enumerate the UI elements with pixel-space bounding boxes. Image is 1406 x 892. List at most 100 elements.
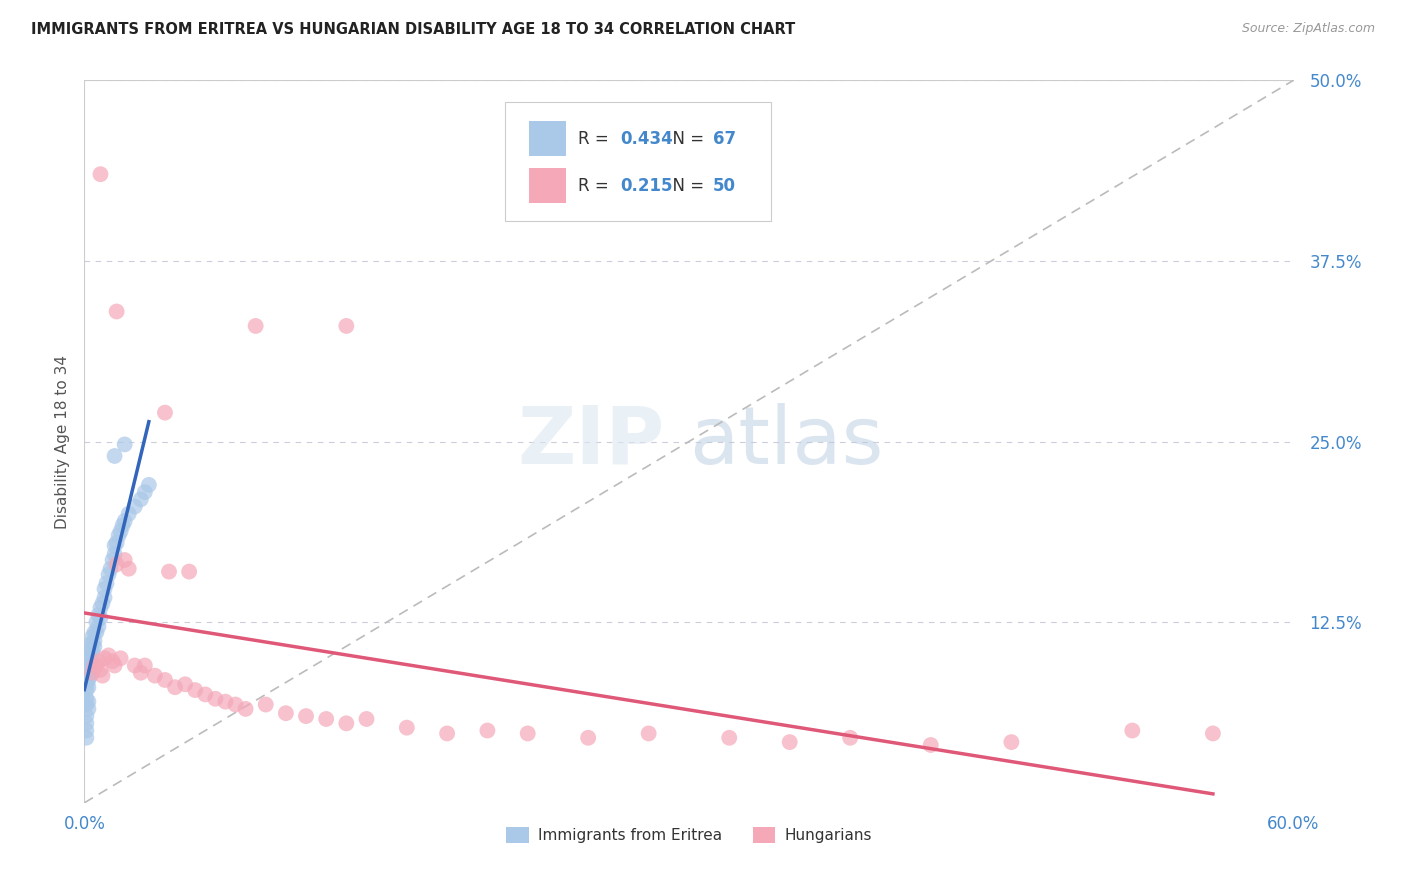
Point (77, 680, 100, 694)
Point (274, 706, 297, 721)
Y-axis label: Disability Age 18 to 34: Disability Age 18 to 34 (55, 354, 70, 529)
Text: R =: R = (578, 177, 619, 194)
Point (77, 702, 100, 716)
Point (153, 673, 176, 687)
Point (75, 677, 97, 691)
Point (718, 731, 741, 745)
Text: IMMIGRANTS FROM ERITREA VS HUNGARIAN DISABILITY AGE 18 TO 34 CORRELATION CHART: IMMIGRANTS FROM ERITREA VS HUNGARIAN DIS… (31, 22, 796, 37)
Point (134, 485, 156, 500)
Point (920, 738, 942, 752)
Point (107, 528, 129, 542)
Point (77, 695, 100, 709)
Point (637, 726, 659, 740)
Point (395, 721, 418, 735)
Point (254, 698, 277, 712)
Point (77, 658, 100, 673)
Text: N =: N = (662, 177, 710, 194)
Point (83, 640, 105, 654)
Point (315, 712, 337, 726)
Point (114, 514, 136, 528)
Point (356, 712, 378, 726)
Text: R =: R = (578, 130, 613, 148)
Point (82, 644, 104, 658)
Point (79, 644, 101, 658)
Point (138, 478, 160, 492)
Point (79, 637, 101, 651)
Text: Source: ZipAtlas.com: Source: ZipAtlas.com (1241, 22, 1375, 36)
Point (235, 702, 257, 716)
Point (75, 683, 97, 698)
Point (77, 665, 100, 680)
Point (79, 658, 101, 673)
Point (335, 318, 357, 333)
Point (114, 553, 136, 567)
Point (105, 558, 128, 572)
Point (93, 591, 115, 605)
Text: ZIP: ZIP (517, 402, 665, 481)
Text: atlas: atlas (689, 402, 883, 481)
Point (129, 492, 152, 507)
Point (87, 654, 110, 668)
Bar (529, 121, 565, 156)
Point (89, 611, 111, 625)
Point (75, 709, 97, 723)
Text: 0.215: 0.215 (620, 177, 672, 194)
Point (93, 582, 115, 596)
Point (214, 695, 236, 709)
Point (295, 709, 318, 723)
Point (91, 596, 114, 610)
Point (89, 167, 111, 181)
Point (165, 680, 187, 694)
Point (204, 691, 226, 706)
Point (104, 547, 127, 561)
Point (104, 658, 127, 673)
Point (335, 716, 357, 731)
Text: 0.434: 0.434 (620, 130, 672, 148)
Point (75, 731, 97, 745)
Point (1000, 735, 1022, 749)
Point (97, 567, 120, 582)
Point (77, 673, 100, 687)
Point (75, 698, 97, 712)
Point (79, 651, 101, 665)
Point (82, 637, 104, 651)
Point (124, 500, 146, 514)
Point (194, 687, 217, 701)
Point (174, 677, 197, 691)
Text: 67: 67 (713, 130, 737, 148)
Point (83, 625, 105, 640)
Point (134, 658, 156, 673)
Point (101, 553, 124, 567)
Point (75, 723, 97, 738)
Point (83, 634, 105, 648)
Point (110, 524, 132, 538)
Point (87, 619, 110, 633)
Point (153, 406, 176, 420)
Point (477, 723, 499, 738)
Text: 50: 50 (713, 177, 737, 194)
Point (89, 600, 111, 615)
Point (105, 535, 128, 549)
Point (225, 698, 247, 712)
Point (129, 665, 152, 680)
Point (83, 658, 105, 673)
Point (105, 304, 128, 318)
Point (82, 665, 104, 680)
Point (114, 437, 136, 451)
Point (110, 651, 132, 665)
Point (96, 576, 118, 591)
Point (75, 691, 97, 706)
Point (245, 318, 267, 333)
Point (184, 683, 207, 698)
Point (86, 658, 108, 673)
Point (118, 507, 141, 521)
Point (1121, 723, 1143, 738)
Point (839, 731, 862, 745)
Point (1202, 726, 1225, 740)
Point (111, 518, 134, 533)
Point (157, 565, 180, 579)
Point (100, 562, 122, 576)
Point (86, 615, 108, 630)
Bar (529, 169, 565, 203)
Point (143, 668, 166, 682)
